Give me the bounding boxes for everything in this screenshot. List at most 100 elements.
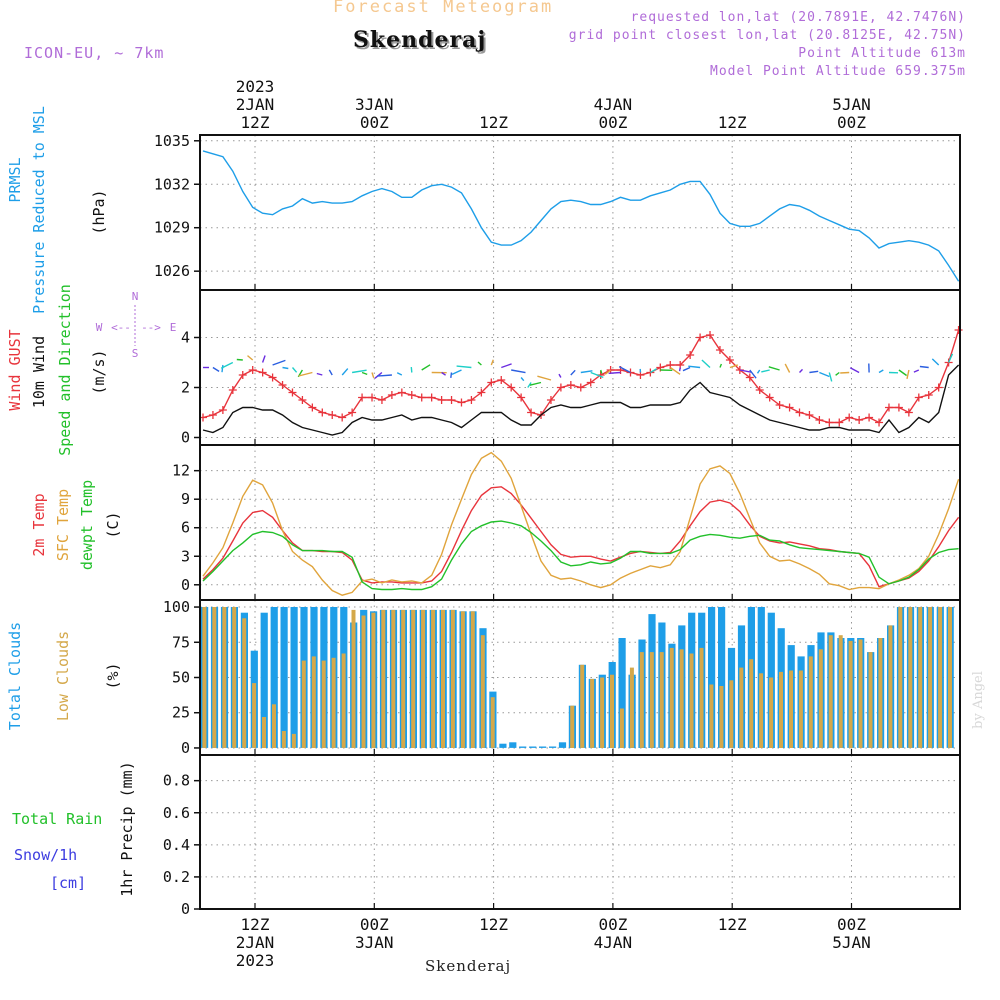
low-cloud-bar xyxy=(361,615,366,748)
wind-gust-marker xyxy=(527,408,536,417)
wind-gust-marker xyxy=(745,373,754,382)
wind-direction-arrow xyxy=(396,372,403,376)
total-cloud-bar xyxy=(558,742,567,748)
low-cloud-bar xyxy=(600,677,605,748)
credit-watermark: by Angel xyxy=(971,671,986,729)
model-name: ICON-EU, ~ 7km xyxy=(24,44,165,62)
wind-gust-marker xyxy=(358,393,367,402)
wind-direction-arrow xyxy=(490,359,494,366)
total-cloud-bar xyxy=(260,612,268,748)
low-cloud-bar xyxy=(391,609,396,748)
precip-ytick-label: 0.2 xyxy=(163,868,190,886)
wind-direction-arrow xyxy=(220,361,234,369)
low-cloud-bar xyxy=(938,607,943,748)
footer-station: Skenderaj xyxy=(425,957,512,975)
low-cloud-bar xyxy=(460,611,465,748)
low-cloud-bar xyxy=(480,635,485,748)
station-name: Skenderaj xyxy=(353,27,487,53)
low-cloud-bar xyxy=(729,680,734,748)
clouds-side-label: Total Clouds xyxy=(6,622,24,730)
temperature-side-label: (C) xyxy=(104,511,122,538)
low-cloud-bar xyxy=(639,652,644,748)
wind-gust-marker xyxy=(368,393,377,402)
low-cloud-bar xyxy=(789,670,793,748)
wind-gust-marker xyxy=(208,411,217,419)
total-cloud-bar xyxy=(549,746,557,748)
low-cloud-bar xyxy=(401,609,406,748)
wind-direction-arrow xyxy=(590,371,604,379)
bottom-time-label: 12Z xyxy=(479,915,508,934)
wind-gust-marker xyxy=(427,393,436,402)
top-time-label: 00Z xyxy=(837,113,866,132)
wind-gust-marker xyxy=(775,401,784,409)
wind-gust-marker xyxy=(507,383,516,392)
wind-direction-arrow xyxy=(272,359,286,366)
low-cloud-bar xyxy=(311,656,316,748)
top-time-label: 12Z xyxy=(718,113,747,132)
wind-gust-marker xyxy=(517,393,526,402)
low-cloud-bar xyxy=(858,639,863,748)
bottom-time-label: 12Z xyxy=(241,915,270,934)
low-cloud-bar xyxy=(262,717,266,748)
temperature-ytick-label: 12 xyxy=(172,462,190,480)
wind-direction-arrow xyxy=(604,369,612,375)
wind-direction-arrow xyxy=(410,367,413,373)
bottom-time-label: 2JAN xyxy=(236,933,275,952)
low-cloud-bar xyxy=(351,609,356,748)
wind-direction-arrow xyxy=(618,365,631,374)
wind-direction-arrow xyxy=(261,355,266,363)
temperature-side-label: SFC Temp xyxy=(54,489,72,561)
pressure-ytick-label: 1026 xyxy=(154,262,190,280)
precip-ytick-label: 0.4 xyxy=(163,836,190,854)
wind-gust-marker xyxy=(218,406,227,414)
wind-direction-arrow xyxy=(701,359,711,369)
wind-direction-arrow xyxy=(529,381,542,386)
wind-gust-marker xyxy=(765,393,774,402)
wind-gust-marker xyxy=(924,391,933,399)
bottom-time-label: 5JAN xyxy=(832,933,871,952)
low-cloud-bar xyxy=(570,705,575,748)
low-cloud-bar xyxy=(868,652,873,748)
wind-gust-marker xyxy=(268,373,277,382)
compass-south: S xyxy=(132,347,139,360)
wind-gust-marker xyxy=(447,396,456,404)
wind-gust-marker xyxy=(914,393,923,402)
wind-direction-arrow xyxy=(840,371,850,374)
wind-gust-marker xyxy=(715,346,724,354)
pressure-ytick-label: 1032 xyxy=(154,175,190,193)
low-cloud-bar xyxy=(490,697,495,748)
low-cloud-bar xyxy=(341,653,346,748)
wind-gust-marker xyxy=(646,368,655,377)
wind-side-label: Wind GUST xyxy=(6,329,24,410)
temperature-ytick-label: 6 xyxy=(181,519,190,537)
low-cloud-bar xyxy=(948,607,952,748)
top-time-label: 3JAN xyxy=(355,95,394,114)
wind-direction-arrow xyxy=(819,371,830,378)
compass-east: E xyxy=(170,321,177,334)
low-cloud-bar xyxy=(828,635,833,748)
low-cloud-bar xyxy=(212,607,217,748)
bottom-time-label: 2023 xyxy=(236,951,275,970)
low-cloud-bar xyxy=(580,664,585,748)
clouds-ytick-label: 75 xyxy=(172,633,190,651)
pressure-ytick-label: 1035 xyxy=(154,132,190,150)
low-cloud-bar xyxy=(222,607,227,748)
wind-series-10m-wind xyxy=(202,364,960,436)
top-time-label: 12Z xyxy=(479,113,508,132)
precip-ytick-label: 0.8 xyxy=(163,772,190,790)
pressure-series-prmsl xyxy=(202,150,960,282)
wind-direction-arrow xyxy=(608,371,621,374)
low-cloud-bar xyxy=(848,640,853,748)
temperature-side-label: dewpt Temp xyxy=(78,480,96,570)
bottom-time-label: 12Z xyxy=(718,915,747,934)
total-cloud-bar xyxy=(519,746,527,748)
top-time-label: 12Z xyxy=(241,113,270,132)
precip-ytick-label: 0.6 xyxy=(163,804,190,822)
total-cloud-bar xyxy=(290,607,298,748)
wind-gust-marker xyxy=(586,378,595,387)
top-time-label: 5JAN xyxy=(832,95,871,114)
low-cloud-bar xyxy=(411,609,416,748)
wind-direction-arrow xyxy=(298,371,313,377)
wind-direction-arrow xyxy=(236,358,243,361)
wind-direction-arrow xyxy=(669,366,681,375)
